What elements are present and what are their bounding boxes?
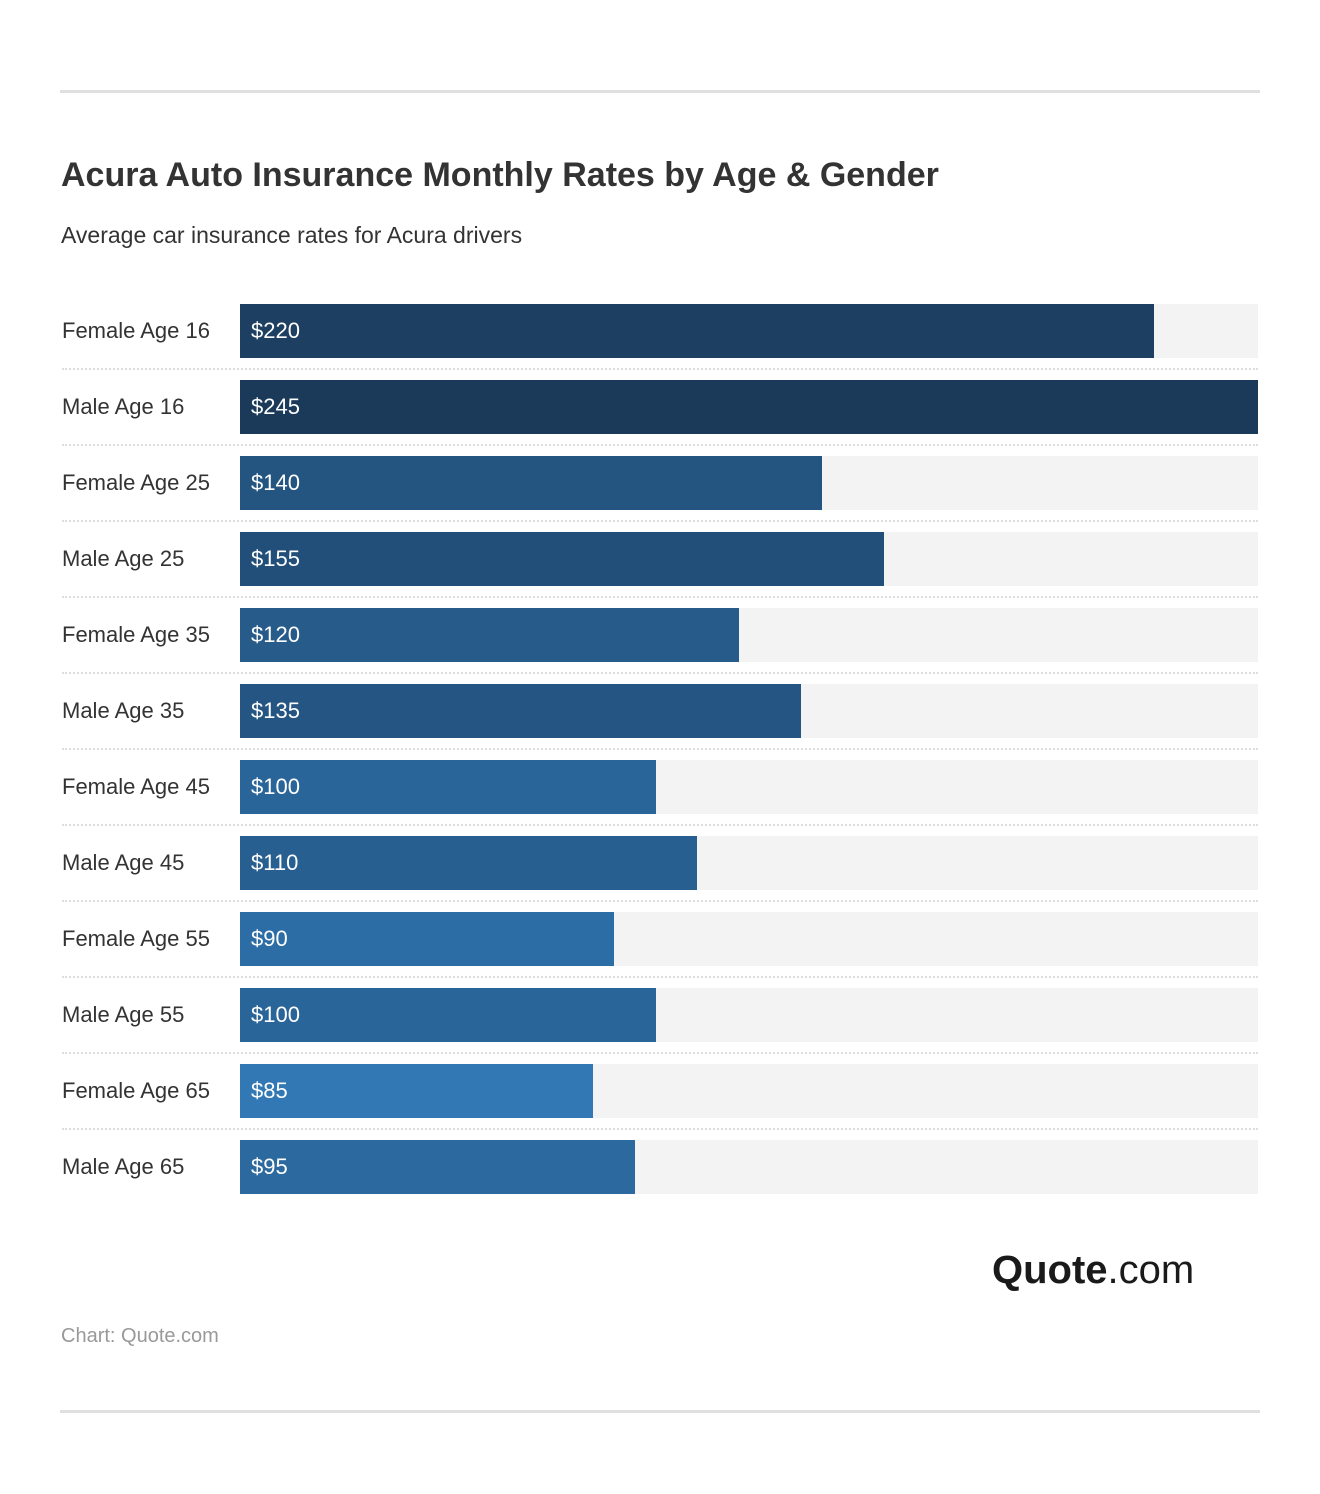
category-label: Female Age 25 [62, 470, 210, 495]
bar-track: $100 [240, 988, 1258, 1042]
category-label: Female Age 16 [62, 318, 210, 343]
bar-track: $140 [240, 456, 1258, 510]
bar: $100 [240, 760, 656, 814]
bar-row: Female Age 35 $120 [62, 608, 1258, 684]
category-label: Male Age 35 [62, 698, 185, 723]
bar: $85 [240, 1064, 594, 1118]
row-separator [62, 900, 1258, 902]
bar-chart: Female Age 16 $220 Male Age 16 $245 Fema… [62, 304, 1258, 1216]
bar: $100 [240, 988, 656, 1042]
data-label: $110 [251, 850, 299, 875]
data-label: $100 [251, 1002, 300, 1027]
bar: $245 [240, 380, 1258, 434]
category-label: Male Age 25 [62, 546, 185, 571]
bar: $155 [240, 532, 885, 586]
bar-row: Male Age 35 $135 [62, 684, 1258, 760]
bar: $135 [240, 684, 801, 738]
bar-row: Male Age 65 $95 [62, 1140, 1258, 1216]
chart-source: Chart: Quote.com [61, 1325, 219, 1347]
bar: $90 [240, 912, 614, 966]
category-label: Female Age 45 [62, 774, 210, 799]
bar: $220 [240, 304, 1155, 358]
bar-track: $135 [240, 684, 1258, 738]
bar: $140 [240, 456, 822, 510]
data-label: $135 [251, 698, 300, 723]
bar-track: $155 [240, 532, 1258, 586]
data-label: $90 [251, 926, 288, 951]
bar-row: Female Age 25 $140 [62, 456, 1258, 532]
chart-subtitle: Average car insurance rates for Acura dr… [61, 222, 523, 248]
row-separator [62, 1052, 1258, 1054]
row-separator [62, 368, 1258, 370]
row-separator [62, 444, 1258, 446]
quote-logo: Quote.com [992, 1248, 1195, 1292]
bar-track: $85 [240, 1064, 1258, 1118]
row-separator [62, 520, 1258, 522]
category-label: Female Age 35 [62, 622, 210, 647]
bar-row: Male Age 45 $110 [62, 836, 1258, 912]
bar-track: $120 [240, 608, 1258, 662]
data-label: $120 [251, 622, 300, 647]
category-label: Male Age 65 [62, 1154, 185, 1179]
bar-track: $90 [240, 912, 1258, 966]
bar-row: Female Age 45 $100 [62, 760, 1258, 836]
bar-row: Male Age 25 $155 [62, 532, 1258, 608]
data-label: $95 [251, 1154, 288, 1179]
bar-track: $100 [240, 760, 1258, 814]
bar: $110 [240, 836, 698, 890]
row-separator [62, 748, 1258, 750]
category-label: Male Age 55 [62, 1002, 185, 1027]
data-label: $155 [251, 546, 300, 571]
category-label: Male Age 16 [62, 394, 185, 419]
bar-track: $110 [240, 836, 1258, 890]
bar-track: $245 [240, 380, 1258, 434]
bar: $95 [240, 1140, 635, 1194]
data-label: $220 [251, 318, 300, 343]
row-separator [62, 1128, 1258, 1130]
bar-row: Male Age 55 $100 [62, 988, 1258, 1064]
row-separator [62, 824, 1258, 826]
bar-row: Male Age 16 $245 [62, 380, 1258, 456]
category-label: Male Age 45 [62, 850, 185, 875]
bottom-divider [60, 1410, 1260, 1413]
bar-track: $95 [240, 1140, 1258, 1194]
bar-row: Female Age 65 $85 [62, 1064, 1258, 1140]
category-label: Female Age 65 [62, 1078, 210, 1103]
chart-title: Acura Auto Insurance Monthly Rates by Ag… [61, 156, 939, 194]
bar-row: Female Age 16 $220 [62, 304, 1258, 380]
data-label: $85 [251, 1078, 288, 1103]
row-separator [62, 672, 1258, 674]
bar-track: $220 [240, 304, 1258, 358]
top-divider [60, 90, 1260, 93]
data-label: $100 [251, 774, 300, 799]
bar-row: Female Age 55 $90 [62, 912, 1258, 988]
row-separator [62, 976, 1258, 978]
data-label: $245 [251, 394, 300, 419]
bar: $120 [240, 608, 739, 662]
data-label: $140 [251, 470, 300, 495]
row-separator [62, 596, 1258, 598]
category-label: Female Age 55 [62, 926, 210, 951]
